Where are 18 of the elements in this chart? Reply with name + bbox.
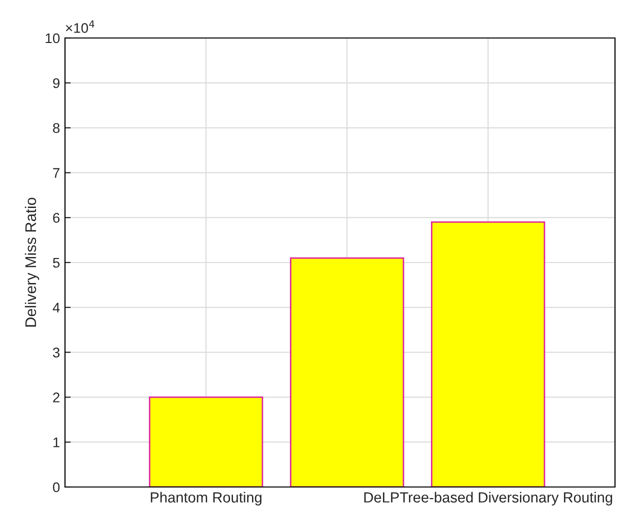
y-axis-title: Delivery Miss Ratio — [24, 198, 40, 327]
y-tick-label: 10 — [46, 33, 60, 44]
y-tick-label: 6 — [53, 212, 60, 223]
bar — [148, 396, 264, 487]
y-tick-label: 2 — [53, 392, 60, 402]
x-tick-label: DeLPTree-based Diversionary Routing — [364, 492, 612, 506]
y-tick-label: 3 — [52, 348, 60, 358]
text: ×10$^{4}$ — [66, 20, 94, 33]
y-tick-label: 1 — [53, 438, 60, 448]
y-tick-label: 5 — [52, 258, 60, 268]
y-tick-label: 7 — [53, 168, 60, 178]
x-tick-label: Phantom Routing — [150, 492, 262, 506]
y-tick-label: 8 — [53, 123, 60, 133]
y-tick-label: 9 — [53, 78, 60, 88]
y-tick-label: 0 — [52, 482, 60, 492]
y-tick-label: 4 — [52, 302, 60, 312]
bar — [290, 257, 404, 487]
bar — [430, 221, 546, 487]
